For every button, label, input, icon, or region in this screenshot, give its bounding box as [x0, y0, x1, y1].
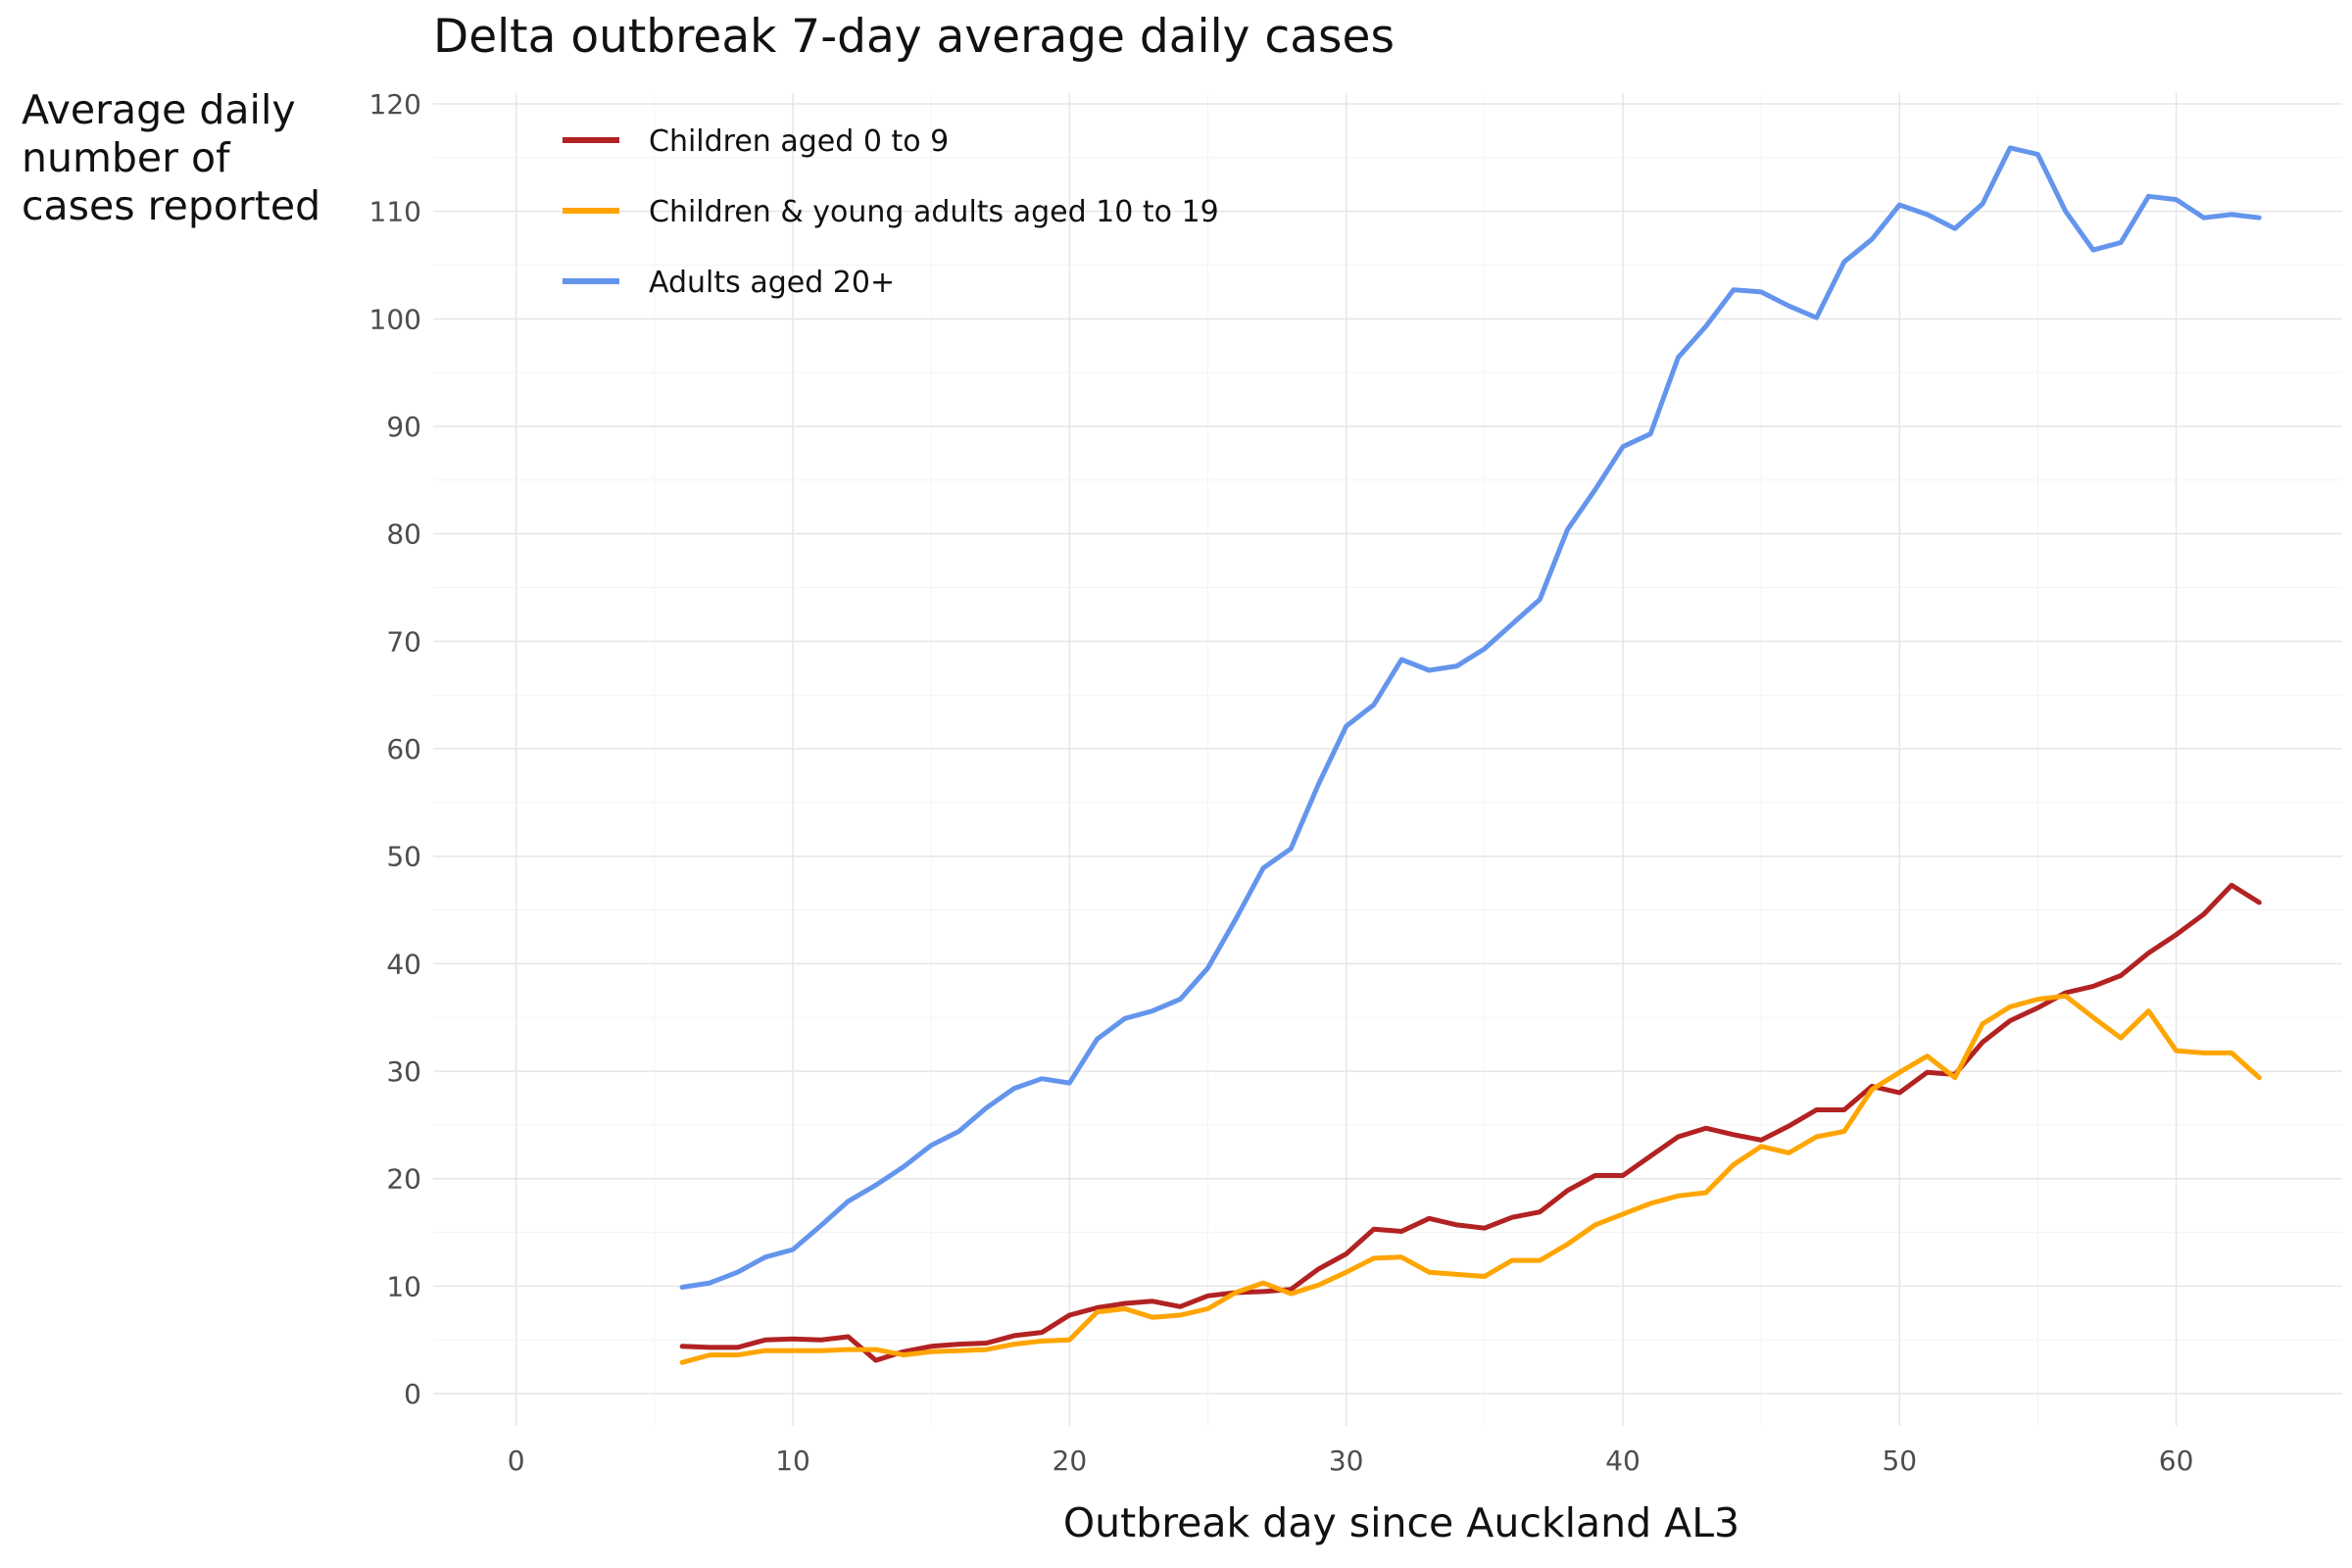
gridlines [433, 93, 2342, 1426]
series-line-1 [679, 882, 2262, 1363]
series-line-2 [679, 993, 2262, 1365]
x-tick-label: 40 [1605, 1445, 1641, 1477]
y-tick-label: 60 [386, 733, 421, 765]
y-tick-label: 100 [369, 303, 421, 335]
y-axis-label: Average daily number of cases reported [22, 86, 321, 229]
legend-label-2: Children & young adults aged 10 to 19 [649, 195, 1219, 229]
x-tick-label: 50 [1882, 1445, 1917, 1477]
x-tick-label: 60 [2159, 1445, 2194, 1477]
y-tick-label: 50 [386, 841, 421, 873]
legend: Children aged 0 to 9 Children & young adu… [563, 124, 1219, 300]
x-tick-label: 10 [775, 1445, 810, 1477]
y-tick-label: 110 [369, 196, 421, 228]
tick-labels: 0 10 20 30 40 50 60 70 80 90 100 110 120 0 10 20 30 40 50 6… [369, 88, 2194, 1477]
y-tick-label: 80 [386, 518, 421, 551]
legend-label-3: Adults aged 20+ [649, 266, 895, 300]
x-axis-label: Outbreak day since Auckland AL3 [1062, 1499, 1740, 1546]
y-tick-label: 70 [386, 625, 421, 658]
y-tick-label: 20 [386, 1163, 421, 1196]
legend-label-1: Children aged 0 to 9 [649, 124, 949, 159]
y-tick-label: 90 [386, 411, 421, 443]
y-tick-label: 30 [386, 1055, 421, 1088]
chart-title: Delta outbreak 7-day average daily cases [433, 10, 1395, 64]
y-tick-label: 40 [386, 948, 421, 980]
series-line-3 [679, 145, 2262, 1290]
y-tick-label: 10 [386, 1270, 421, 1302]
y-tick-label: 0 [404, 1378, 421, 1410]
x-tick-label: 30 [1329, 1445, 1364, 1477]
x-tick-label: 20 [1053, 1445, 1088, 1477]
y-tick-label: 120 [369, 88, 421, 121]
x-tick-label: 0 [508, 1445, 525, 1477]
series-lines [679, 145, 2262, 1365]
